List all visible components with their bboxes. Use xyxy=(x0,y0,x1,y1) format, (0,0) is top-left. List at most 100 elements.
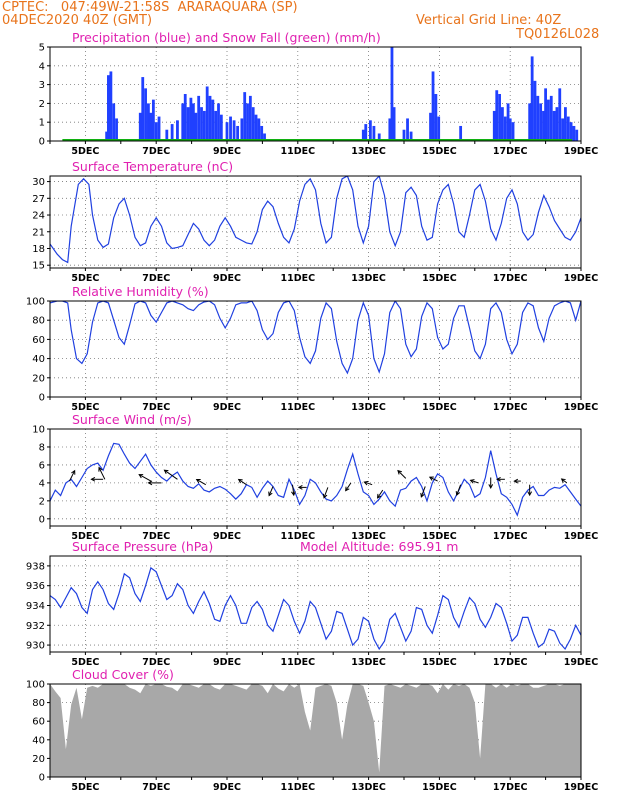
humidity-title: Relative Humidity (%) xyxy=(72,284,209,299)
humidity-xtick-label: 13DEC xyxy=(351,402,386,413)
pressure-xtick-label: 9DEC xyxy=(213,657,241,668)
temperature-xtick-label: 7DEC xyxy=(142,273,170,284)
precip-bar xyxy=(243,92,247,141)
wind-vector-arrow xyxy=(268,486,274,497)
wind-vector-arrow xyxy=(513,478,521,484)
cloud-ytick-label: 40 xyxy=(32,735,45,746)
wind-vector-arrow xyxy=(363,480,373,486)
wind-xtick-label: 11DEC xyxy=(281,531,316,542)
model-resolution-label: TQ0126L028 xyxy=(516,27,600,42)
precip-ytick-label: 2 xyxy=(39,99,45,110)
wind-ytick-label: 10 xyxy=(32,425,45,436)
wind-vector-arrow xyxy=(297,485,307,490)
humidity-series-line xyxy=(50,301,581,375)
precip-bar xyxy=(257,118,261,141)
wind-vector-arrow xyxy=(322,487,329,499)
precip-bar xyxy=(165,129,169,141)
pressure-frame xyxy=(49,555,582,653)
precip-bar xyxy=(377,133,381,141)
precip-bar xyxy=(547,99,550,141)
run-datetime: 04DEC2020 40Z (GMT) xyxy=(2,13,153,28)
precip-frame xyxy=(49,46,582,142)
humidity-ytick-label: 100 xyxy=(26,297,45,308)
precip-bar xyxy=(214,110,218,141)
temperature-frame xyxy=(49,175,582,269)
wind-vector-arrow xyxy=(496,476,505,482)
pressure-ytick-label: 932 xyxy=(26,621,45,632)
temperature-xtick-label: 9DEC xyxy=(213,273,241,284)
precip-bar xyxy=(197,95,201,141)
precip-bar xyxy=(236,125,240,141)
cloud-title: Cloud Cover (%) xyxy=(72,667,174,682)
cloud-xtick-label: 19DEC xyxy=(564,782,599,793)
precip-xtick-label: 13DEC xyxy=(351,146,386,157)
temperature-title: Surface Temperature (nC) xyxy=(72,159,233,174)
precip-bar xyxy=(372,125,376,141)
precip-xtick-label: 7DEC xyxy=(142,146,170,157)
pressure-ytick-label: 938 xyxy=(26,561,45,572)
precip-bar xyxy=(511,122,515,141)
wind-xtick-label: 19DEC xyxy=(564,531,599,542)
pressure-series-line xyxy=(50,566,581,651)
wind-xtick-label: 5DEC xyxy=(71,531,99,542)
precip-bar xyxy=(194,112,198,141)
precip-xtick-label: 17DEC xyxy=(493,146,528,157)
precip-bar xyxy=(549,95,553,141)
temperature-ytick-label: 24 xyxy=(32,211,45,222)
wind-ytick-label: 4 xyxy=(39,478,45,489)
precip-bar xyxy=(495,90,499,141)
wind-vector-arrow xyxy=(488,477,494,489)
precip-bar xyxy=(406,118,409,141)
precip-bar xyxy=(437,116,441,141)
wind-vector-arrow xyxy=(428,476,438,482)
precip-bar xyxy=(138,112,142,141)
precip-bar xyxy=(219,114,223,141)
cloud-ytick-label: 60 xyxy=(32,717,45,728)
precip-bar xyxy=(501,107,504,141)
precip-bar xyxy=(115,118,118,141)
precip-bar xyxy=(533,80,537,141)
precip-bar xyxy=(558,88,562,141)
wind-xtick-label: 9DEC xyxy=(213,531,241,542)
precip-bar xyxy=(392,107,396,141)
pressure-xtick-label: 13DEC xyxy=(351,657,386,668)
precip-xtick-label: 5DEC xyxy=(71,146,99,157)
wind-vector-arrow xyxy=(376,489,384,499)
cloud-cover-area xyxy=(50,684,581,777)
temperature-series-line xyxy=(50,176,581,264)
cloud-frame xyxy=(49,683,582,778)
precip-bar xyxy=(154,122,158,141)
pressure-xtick-label: 5DEC xyxy=(71,657,99,668)
humidity-xtick-label: 17DEC xyxy=(493,402,528,413)
precip-bar xyxy=(390,47,394,141)
precip-bar xyxy=(530,56,534,141)
precip-bar xyxy=(368,120,372,141)
pressure-xtick-label: 15DEC xyxy=(422,657,457,668)
pressure-xtick-label: 11DEC xyxy=(281,657,316,668)
temperature-ytick-label: 18 xyxy=(32,244,45,255)
precip-xtick-label: 11DEC xyxy=(281,146,316,157)
temperature-ytick-label: 30 xyxy=(32,177,45,188)
precip-bar xyxy=(566,116,570,141)
precip-bar xyxy=(202,110,206,141)
wind-vector-arrow xyxy=(163,469,178,480)
precip-bar xyxy=(506,103,510,141)
humidity-xtick-label: 9DEC xyxy=(213,402,241,413)
cloud-xtick-label: 11DEC xyxy=(281,782,316,793)
precip-bar xyxy=(402,129,406,141)
wind-xtick-label: 7DEC xyxy=(142,531,170,542)
wind-vector-arrow xyxy=(138,474,152,482)
temperature-ytick-label: 15 xyxy=(32,261,45,272)
humidity-ytick-label: 20 xyxy=(32,373,45,384)
wind-xtick-label: 17DEC xyxy=(493,531,528,542)
precip-bar xyxy=(572,125,576,141)
humidity-xtick-label: 15DEC xyxy=(422,402,457,413)
precip-bar xyxy=(434,94,438,141)
precip-bar xyxy=(564,107,567,141)
cloud-xtick-label: 15DEC xyxy=(422,782,457,793)
precip-ytick-label: 1 xyxy=(39,118,45,129)
precip-bar xyxy=(112,103,116,141)
precip-bar xyxy=(186,107,190,141)
precip-bar xyxy=(561,118,564,141)
